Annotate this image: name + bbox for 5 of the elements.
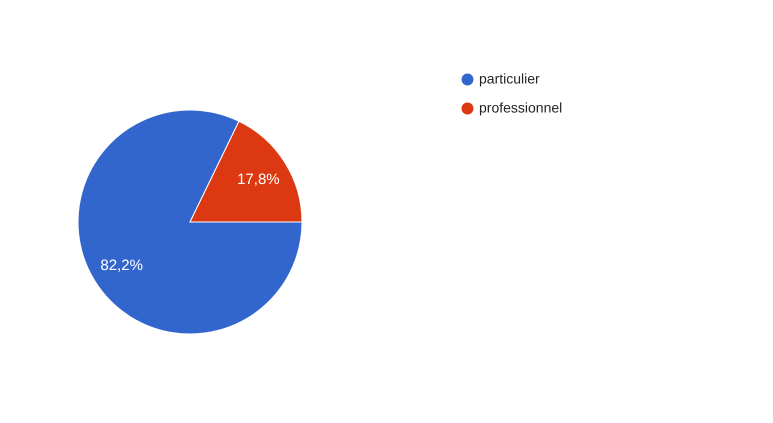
data-label: 17,8% xyxy=(237,171,280,188)
data-label: 82,2% xyxy=(100,256,143,274)
pie-slice xyxy=(78,110,302,334)
legend-label: professionnel xyxy=(479,100,562,116)
legend-label: particulier xyxy=(479,70,540,86)
